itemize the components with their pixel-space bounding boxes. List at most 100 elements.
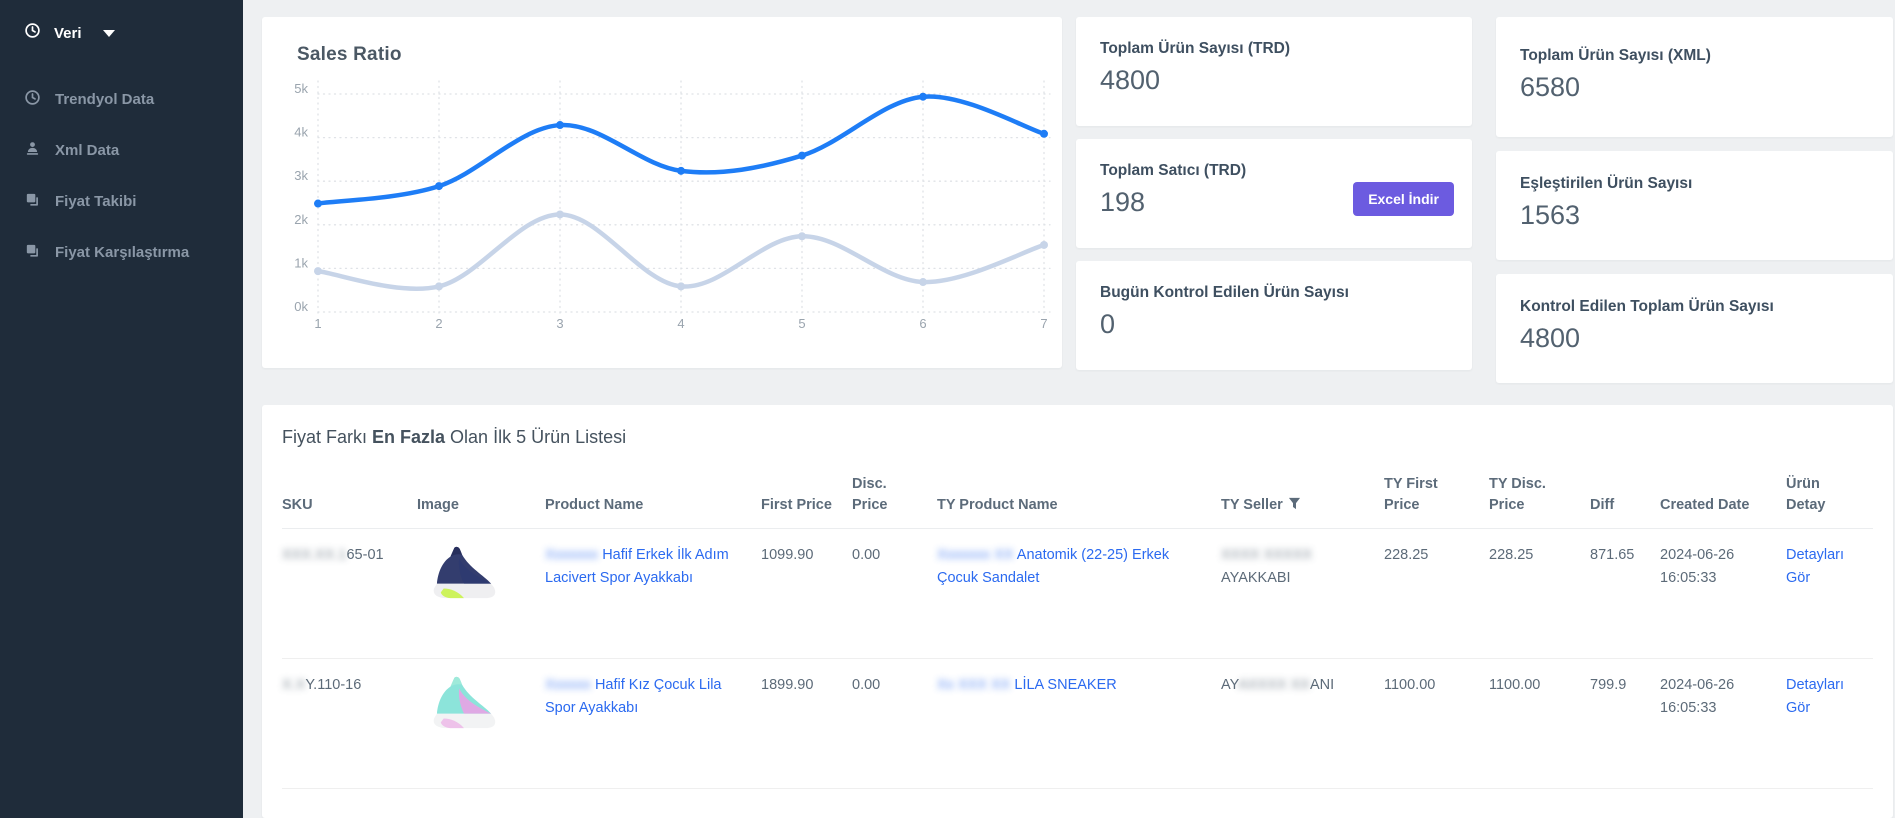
- column-header: Disc. Price: [852, 476, 888, 514]
- cell-ty-first-price: 228.25: [1384, 547, 1429, 564]
- cell-ty-disc-price: 1100.00: [1489, 677, 1541, 694]
- sidebar-item-fiyat-karsilastirma[interactable]: Fiyat Karşılaştırma: [0, 227, 243, 278]
- cell-ty-seller: XXXX XXXXX AYAKKABI: [1221, 547, 1313, 586]
- cell-ty-product-name[interactable]: Xxxxxxx XX Anatomik (22-25) Erkek Çocuk …: [937, 547, 1170, 586]
- stat-value: 4800: [1100, 65, 1161, 95]
- sidebar-item-label: Xml Data: [55, 142, 120, 159]
- stat-card-toplam-urun-trd: Toplam Ürün Sayısı (TRD) 4800: [1076, 17, 1472, 126]
- table-title: Fiyat Farkı En Fazla Olan İlk 5 Ürün Lis…: [282, 427, 627, 447]
- cell-created-date: 2024-06-26 16:05:33: [1660, 677, 1735, 716]
- stat-value: 4800: [1520, 323, 1581, 353]
- sidebar-item-trendyol-data[interactable]: Trendyol Data: [0, 74, 243, 125]
- filter-icon[interactable]: [1288, 497, 1301, 510]
- stat-label: Toplam Satıcı (TRD): [1100, 162, 1247, 179]
- svg-text:2: 2: [435, 316, 442, 331]
- column-header: SKU: [282, 497, 313, 514]
- svg-text:2k: 2k: [294, 212, 308, 227]
- svg-text:3k: 3k: [294, 168, 308, 183]
- details-link[interactable]: Detayları Gör: [1786, 547, 1845, 586]
- sidebar: Veri Trendyol Data Xml Data: [0, 0, 243, 818]
- clock-icon: [24, 22, 41, 44]
- cell-product-name[interactable]: Xxxxxxx Hafif Erkek İlk Adım Lacivert Sp…: [545, 547, 729, 586]
- cell-ty-disc-price: 228.25: [1489, 547, 1534, 564]
- stat-label: Kontrol Edilen Toplam Ürün Sayısı: [1520, 298, 1774, 315]
- cell-created-date: 2024-06-26 16:05:33: [1660, 547, 1735, 586]
- column-header: Diff: [1590, 497, 1615, 514]
- chart-title: Sales Ratio: [297, 44, 402, 65]
- sidebar-group-label: Veri: [54, 24, 82, 42]
- cell-image: [417, 529, 545, 658]
- stat-card-kontrol-toplam: Kontrol Edilen Toplam Ürün Sayısı 4800: [1496, 274, 1893, 383]
- sidebar-item-fiyat-takibi[interactable]: Fiyat Takibi: [0, 176, 243, 227]
- table-body: XXX.XX.165-01 Xxxxxxx Hafif Erkek İlk Ad…: [262, 529, 1893, 790]
- sidebar-item-label: Trendyol Data: [55, 91, 155, 108]
- cell-disc-price: 0.00: [852, 677, 881, 694]
- column-header: TY Product Name: [937, 497, 1058, 514]
- column-header: First Price: [761, 497, 832, 514]
- svg-text:1: 1: [314, 316, 321, 331]
- excel-download-button[interactable]: Excel İndir: [1353, 182, 1454, 216]
- product-image: [433, 676, 496, 729]
- svg-text:7: 7: [1040, 316, 1047, 331]
- column-header: Product Name: [545, 497, 644, 514]
- stat-value: 0: [1100, 309, 1116, 339]
- column-header: Ürün Detay: [1786, 476, 1826, 514]
- product-image: [433, 546, 496, 599]
- sidebar-menu: Trendyol Data Xml Data Fiyat Takibi: [0, 74, 243, 278]
- column-header: Created Date: [1660, 497, 1750, 514]
- column-header: TY Disc. Price: [1489, 476, 1546, 514]
- details-link[interactable]: Detayları Gör: [1786, 677, 1845, 716]
- svg-text:1k: 1k: [294, 255, 308, 270]
- stat-value: 1563: [1520, 200, 1581, 230]
- price-diff-table-card: Fiyat Farkı En Fazla Olan İlk 5 Ürün Lis…: [262, 405, 1893, 818]
- cell-image: [417, 659, 545, 788]
- svg-text:0k: 0k: [294, 299, 308, 314]
- sidebar-group-veri[interactable]: Veri: [0, 0, 243, 44]
- stat-column-right: Toplam Ürün Sayısı (XML) 6580 Eşleştiril…: [1496, 17, 1893, 383]
- cell-ty-product-name[interactable]: Xx XXX XX LİLA SNEAKER: [937, 677, 1117, 694]
- stat-label: Toplam Ürün Sayısı (XML): [1520, 47, 1711, 64]
- sales-ratio-chart: 0k 1k 2k 3k 4k 5k 1 2 3 4 5 6 7: [294, 80, 1051, 331]
- sidebar-item-label: Fiyat Karşılaştırma: [55, 244, 190, 261]
- copy-icon: [24, 191, 41, 212]
- cell-sku: XXX.XX.165-01: [282, 547, 384, 564]
- stat-card-toplam-urun-xml: Toplam Ürün Sayısı (XML) 6580: [1496, 17, 1893, 137]
- table-row: X.XY.110-16 Xxxxxx Hafif Kız Çocuk Lila …: [282, 659, 1873, 790]
- cell-diff: 799.9: [1590, 677, 1627, 694]
- stat-value: 6580: [1520, 72, 1581, 102]
- table-row: XXX.XX.165-01 Xxxxxxx Hafif Erkek İlk Ad…: [282, 529, 1873, 660]
- table-header-row: SKU Image Product Name First Price Disc. Pri…: [282, 474, 1873, 530]
- stat-card-toplam-satici: Toplam Satıcı (TRD) 198 Excel İndir: [1076, 139, 1472, 248]
- stat-label: Eşleştirilen Ürün Sayısı: [1520, 175, 1693, 192]
- cell-diff: 871.65: [1590, 547, 1635, 564]
- stat-column-left: Toplam Ürün Sayısı (TRD) 4800 Toplam Sat…: [1076, 17, 1472, 370]
- cell-product-name[interactable]: Xxxxxx Hafif Kız Çocuk Lila Spor Ayakkab…: [545, 677, 722, 716]
- svg-text:3: 3: [556, 316, 563, 331]
- svg-text:4k: 4k: [294, 125, 308, 140]
- sidebar-item-label: Fiyat Takibi: [55, 193, 137, 210]
- stat-label: Toplam Ürün Sayısı (TRD): [1100, 40, 1291, 57]
- stat-value: 198: [1100, 187, 1146, 217]
- cell-disc-price: 0.00: [852, 547, 881, 564]
- svg-text:6: 6: [919, 316, 926, 331]
- sidebar-item-xml-data[interactable]: Xml Data: [0, 125, 243, 176]
- cell-first-price: 1099.90: [761, 547, 814, 564]
- chevron-down-icon: [102, 29, 115, 37]
- user-icon: [24, 140, 41, 161]
- column-header: TY First Price: [1384, 476, 1438, 514]
- sales-ratio-card: Sales Ratio 0k 1k 2k 3k 4k 5k 1 2 3 4 5 6 7: [262, 17, 1062, 368]
- cell-ty-first-price: 1100.00: [1384, 677, 1436, 694]
- cell-sku: X.XY.110-16: [282, 677, 362, 694]
- main-content: Sales Ratio 0k 1k 2k 3k 4k 5k 1 2 3 4 5 6 7 Toplam Ü…: [243, 0, 1895, 818]
- svg-text:5k: 5k: [294, 81, 308, 96]
- stat-card-bugun-kontrol: Bugün Kontrol Edilen Ürün Sayısı 0: [1076, 261, 1472, 370]
- svg-text:4: 4: [677, 316, 684, 331]
- stat-card-eslestirilen: Eşleştirilen Ürün Sayısı 1563: [1496, 151, 1893, 260]
- clock-icon: [24, 89, 41, 110]
- cell-first-price: 1899.90: [761, 677, 814, 694]
- cell-urun-detay: Detayları Gör: [1786, 529, 1873, 658]
- svg-text:5: 5: [798, 316, 805, 331]
- column-header[interactable]: TY Seller: [1221, 495, 1384, 516]
- cell-ty-seller: AYAXXXX XXANI: [1221, 677, 1335, 694]
- column-header: Image: [417, 497, 459, 514]
